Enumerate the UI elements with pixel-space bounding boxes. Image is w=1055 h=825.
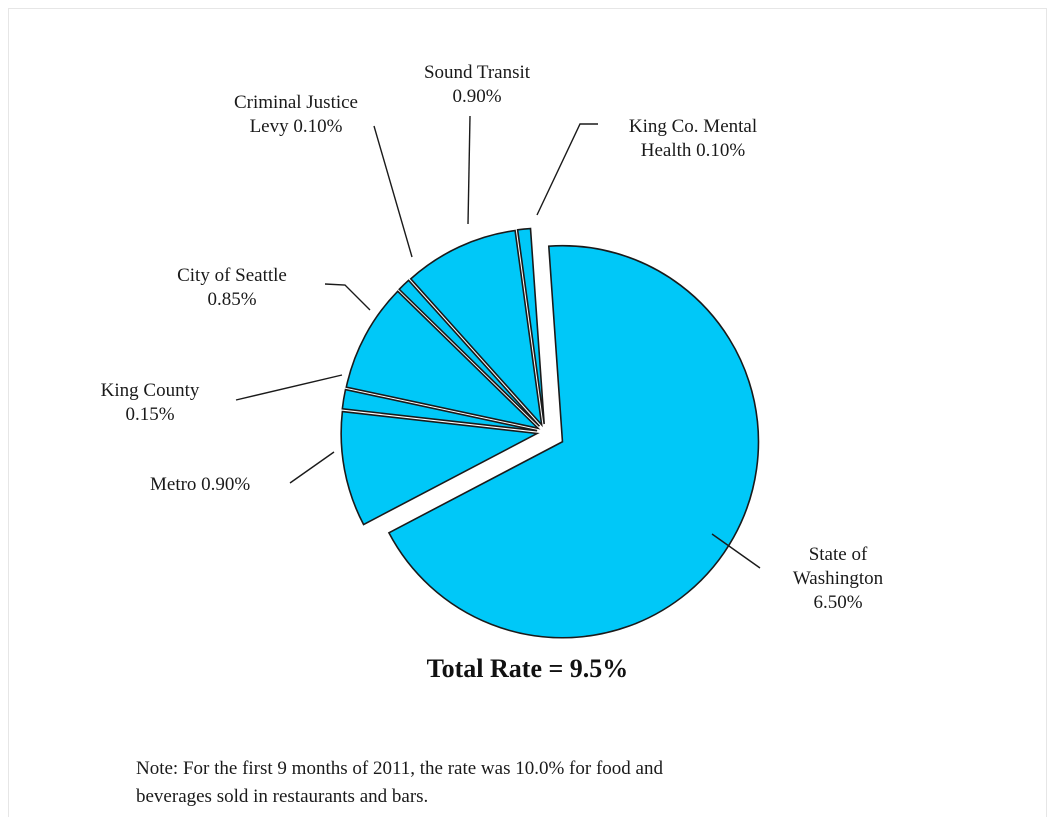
pie-slice-criminal-justice-levy: [398, 279, 541, 427]
footnote-line-2: beverages sold in restaurants and bars.: [136, 786, 429, 807]
pie-slice-king-county: [341, 388, 538, 432]
leader-line-king-county: [235, 374, 343, 401]
data-label-king-county: King County 0.15%: [101, 380, 200, 425]
chart-frame: [8, 8, 1047, 817]
pie-slice-sound-transit: [409, 229, 543, 428]
data-label-king-co-mental-health: King Co. Mental Health 0.10%: [629, 116, 757, 161]
data-label-sound-transit: Sound Transit 0.90%: [424, 62, 531, 107]
leader-line-king-co-mental-health: [536, 123, 598, 216]
footnote: Note: For the first 9 months of 2011, th…: [136, 755, 916, 811]
pie-slice-city-of-seattle: [345, 290, 541, 430]
leader-line-sound-transit: [467, 115, 471, 225]
data-label-metro: Metro 0.90%: [150, 474, 250, 495]
data-label-state-of-washington: State of Washington 6.50%: [793, 544, 884, 613]
leader-line-criminal-justice-levy: [373, 125, 413, 258]
total-rate: Total Rate = 9.5%: [426, 654, 629, 683]
pie-slice-king-co-mental-health: [516, 227, 545, 425]
pie-slice-metro: [340, 410, 540, 526]
leader-line-city-of-seattle: [324, 283, 371, 311]
leader-line-state-of-washington: [711, 533, 761, 569]
data-label-city-of-seattle: City of Seattle 0.85%: [177, 265, 287, 310]
leader-line-metro: [289, 451, 335, 484]
pie-slice-state-of-washington: [387, 244, 760, 639]
footnote-line-1: Note: For the first 9 months of 2011, th…: [136, 758, 663, 779]
data-label-criminal-justice-levy: Criminal Justice Levy 0.10%: [234, 92, 358, 137]
